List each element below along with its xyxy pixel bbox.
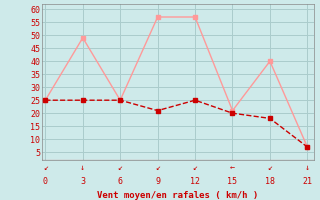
Text: ↙: ↙ [118, 163, 123, 172]
Text: ↓: ↓ [305, 163, 310, 172]
Text: 15: 15 [228, 177, 237, 186]
Text: 12: 12 [190, 177, 200, 186]
Text: ↙: ↙ [193, 163, 197, 172]
Text: ↙: ↙ [155, 163, 160, 172]
Text: 9: 9 [155, 177, 160, 186]
Text: 0: 0 [43, 177, 48, 186]
Text: ↙: ↙ [43, 163, 48, 172]
Text: ←: ← [230, 163, 235, 172]
Text: 18: 18 [265, 177, 275, 186]
Text: 21: 21 [302, 177, 312, 186]
Text: ↙: ↙ [268, 163, 272, 172]
Text: 6: 6 [118, 177, 123, 186]
Text: 3: 3 [80, 177, 85, 186]
Text: ↓: ↓ [80, 163, 85, 172]
X-axis label: Vent moyen/en rafales ( km/h ): Vent moyen/en rafales ( km/h ) [97, 191, 258, 200]
